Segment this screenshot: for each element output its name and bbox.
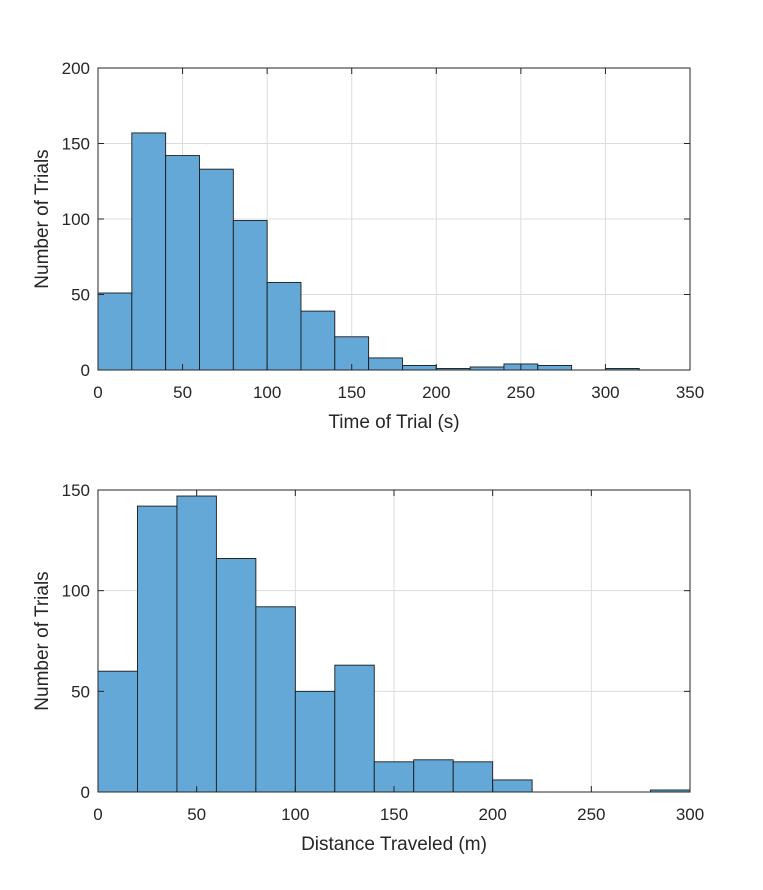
- x-axis-title: Distance Traveled (m): [301, 834, 487, 855]
- y-axis-title: Number of Trials: [32, 149, 53, 288]
- x-tick-label: 100: [253, 383, 281, 402]
- x-axis-title: Time of Trial (s): [328, 412, 459, 433]
- bars: [97, 132, 640, 371]
- x-tick-label: 150: [338, 383, 366, 402]
- histogram-bar: [294, 690, 336, 793]
- y-tick-label: 150: [62, 135, 90, 154]
- time-of-trial-histogram: 0 50 100 150 200 250 300 350 0 50 100 150 200 Time …: [32, 59, 704, 433]
- y-tick-label: 50: [71, 286, 90, 305]
- histogram-bar: [402, 365, 437, 371]
- histogram-bar: [452, 761, 494, 793]
- histogram-bar: [492, 779, 533, 793]
- histogram-bar: [215, 558, 257, 793]
- x-tick-label: 0: [93, 383, 102, 402]
- histogram-bar: [368, 357, 403, 371]
- histogram-bar: [176, 495, 217, 793]
- tick-marks: [97, 489, 691, 793]
- histogram-bar: [255, 606, 296, 793]
- y-tick-label: 200: [62, 59, 90, 78]
- y-tick-labels: 0 50 100 150: [62, 481, 90, 802]
- x-tick-label: 250: [577, 805, 605, 824]
- x-tick-label: 50: [187, 805, 206, 824]
- tick-marks: [97, 67, 691, 371]
- y-tick-label: 0: [81, 783, 90, 802]
- x-tick-label: 350: [676, 383, 704, 402]
- histogram-bar: [266, 281, 302, 371]
- x-tick-labels: 0 50 100 150 200 250 300 350: [93, 383, 704, 402]
- y-tick-labels: 0 50 100 150 200: [62, 59, 90, 380]
- x-tick-label: 200: [422, 383, 450, 402]
- histogram-bar: [97, 670, 138, 793]
- histogram-bar: [232, 220, 268, 371]
- x-tick-label: 250: [507, 383, 535, 402]
- x-tick-label: 50: [173, 383, 192, 402]
- histogram-bar: [334, 664, 375, 793]
- histogram-bar: [131, 132, 167, 371]
- histogram-bar: [137, 505, 178, 793]
- histogram-bar: [537, 365, 573, 371]
- y-axis-title: Number of Trials: [32, 571, 53, 710]
- y-tick-label: 100: [62, 210, 90, 229]
- histogram-bar: [165, 155, 200, 371]
- histogram-bar: [300, 310, 336, 371]
- x-tick-labels: 0 50 100 150 200 250 300: [93, 805, 704, 824]
- distance-traveled-histogram: 0 50 100 150 200 250 300 0 50 100 150 Distance Tr…: [32, 481, 704, 855]
- y-tick-label: 150: [62, 481, 90, 500]
- x-tick-label: 150: [380, 805, 408, 824]
- bars: [97, 495, 691, 793]
- x-tick-label: 300: [676, 805, 704, 824]
- x-tick-label: 100: [281, 805, 309, 824]
- y-tick-label: 100: [62, 582, 90, 601]
- histogram-bar: [97, 292, 133, 371]
- y-tick-label: 0: [81, 361, 90, 380]
- x-tick-label: 300: [591, 383, 619, 402]
- x-tick-label: 0: [93, 805, 102, 824]
- y-tick-label: 50: [71, 682, 90, 701]
- histogram-bar: [413, 759, 454, 793]
- x-tick-label: 200: [478, 805, 506, 824]
- histogram-bar: [199, 168, 234, 371]
